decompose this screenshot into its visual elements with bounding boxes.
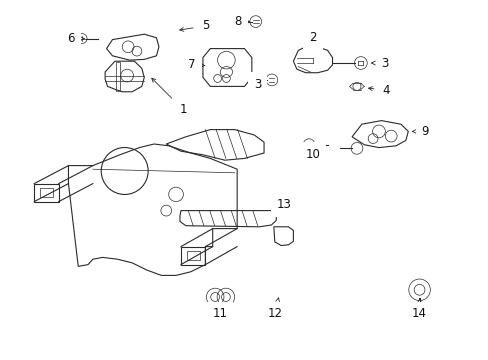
- Text: 7: 7: [188, 58, 204, 71]
- Text: 10: 10: [305, 148, 320, 161]
- Text: 1: 1: [151, 78, 187, 116]
- Text: 13: 13: [277, 198, 291, 211]
- Text: 5: 5: [179, 19, 209, 32]
- Text: 11: 11: [212, 307, 227, 320]
- Text: 9: 9: [411, 125, 428, 138]
- Text: 8: 8: [234, 15, 249, 28]
- Text: 14: 14: [411, 299, 426, 320]
- Text: 2: 2: [308, 31, 316, 44]
- Text: 6: 6: [67, 32, 84, 45]
- Text: 12: 12: [267, 298, 282, 320]
- Text: 3: 3: [371, 57, 388, 69]
- Text: 3: 3: [253, 78, 261, 91]
- Text: 4: 4: [368, 84, 389, 96]
